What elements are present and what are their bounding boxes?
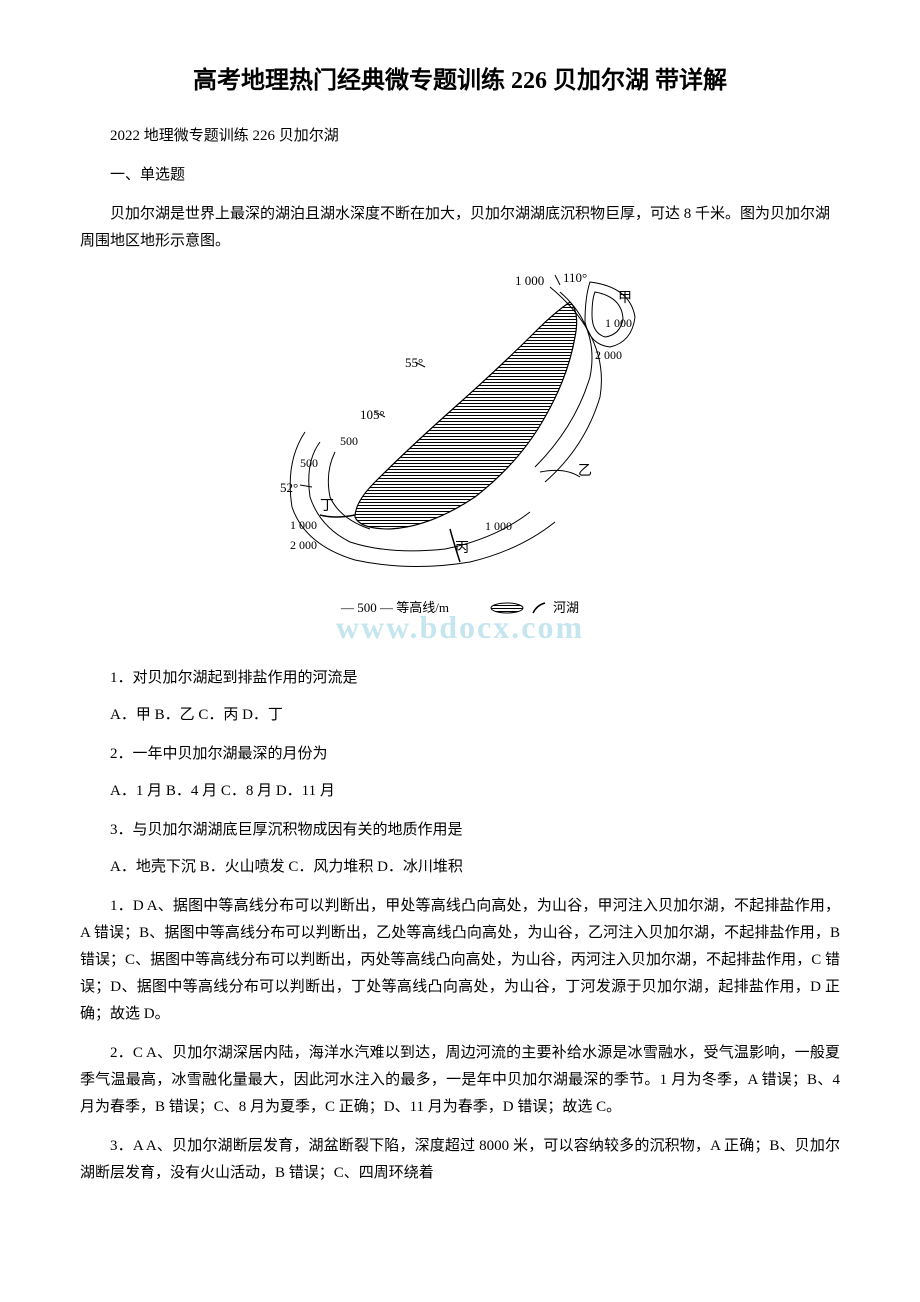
label-1000-b: 1 000 <box>485 519 512 533</box>
label-55deg: 55° <box>405 355 423 370</box>
subtitle: 2022 地理微专题训练 226 贝加尔湖 <box>80 123 840 150</box>
intro-paragraph: 贝加尔湖是世界上最深的湖泊且湖水深度不断在加大，贝加尔湖湖底沉积物巨厚，可达 8… <box>80 201 840 255</box>
options-3: A．地壳下沉 B．火山喷发 C．风力堆积 D．冰川堆积 <box>80 854 840 881</box>
legend-contour: — 500 — 等高线/m <box>341 596 449 619</box>
options-1: A．甲 B．乙 C．丙 D．丁 <box>80 702 840 729</box>
label-1000-r1: 1 000 <box>605 316 632 330</box>
label-2000-l: 2 000 <box>290 538 317 552</box>
label-500-a: 500 <box>340 434 358 448</box>
answer-3: 3．A A、贝加尔湖断层发育，湖盆断裂下陷，深度超过 8000 米，可以容纳较多… <box>80 1133 840 1187</box>
legend-lake: 河湖 <box>489 596 579 619</box>
answer-2: 2．C A、贝加尔湖深居内陆，海洋水汽难以到达，周边河流的主要补给水源是冰雪融水… <box>80 1040 840 1121</box>
figure-legend: — 500 — 等高线/m 河湖 <box>80 596 840 619</box>
question-1: 1．对贝加尔湖起到排盐作用的河流是 <box>80 665 840 692</box>
label-1000-l: 1 000 <box>290 518 317 532</box>
map-figure: 1 000 110° 甲 1 000 2 000 55° 105° 500 50… <box>80 267 840 619</box>
answer-1: 1．D A、据图中等高线分布可以判断出，甲处等高线凸向高处，为山谷，甲河注入贝加… <box>80 893 840 1028</box>
label-500-b: 500 <box>300 456 318 470</box>
question-2: 2．一年中贝加尔湖最深的月份为 <box>80 741 840 768</box>
options-2: A．1 月 B．4 月 C．8 月 D．11 月 <box>80 778 840 805</box>
label-bing: 丙 <box>455 541 469 556</box>
legend-lake-icon <box>489 601 525 615</box>
lake-map-svg: 1 000 110° 甲 1 000 2 000 55° 105° 500 50… <box>260 267 660 577</box>
label-1000-top: 1 000 <box>515 273 544 288</box>
label-110deg: 110° <box>563 270 587 285</box>
label-105deg: 105° <box>360 407 385 422</box>
label-yi: 乙 <box>578 463 592 479</box>
legend-contour-text: — 500 — 等高线/m <box>341 596 449 619</box>
section-heading: 一、单选题 <box>80 162 840 189</box>
question-3: 3．与贝加尔湖湖底巨厚沉积物成因有关的地质作用是 <box>80 817 840 844</box>
legend-arrow-icon <box>531 601 547 615</box>
label-ding: 丁 <box>320 499 334 514</box>
label-jia: 甲 <box>618 291 632 306</box>
legend-lake-text: 河湖 <box>553 596 579 619</box>
page-title: 高考地理热门经典微专题训练 226 贝加尔湖 带详解 <box>80 60 840 103</box>
label-2000-r: 2 000 <box>595 348 622 362</box>
label-52deg: 52° <box>280 480 298 495</box>
